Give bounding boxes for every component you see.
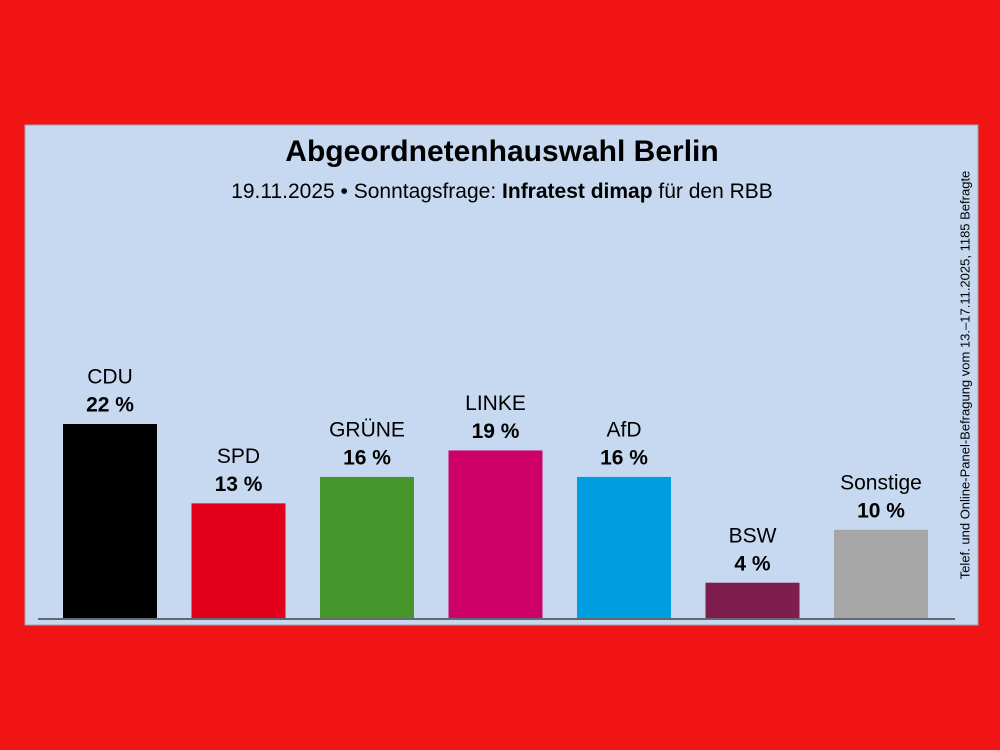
source-note: Telef. und Online-Panel-Befragung vom 13… xyxy=(957,171,972,580)
subtitle-part: für den RBB xyxy=(658,180,772,203)
category-label: SPD xyxy=(217,445,260,468)
value-label: 16 % xyxy=(600,446,648,469)
value-label: 10 % xyxy=(857,499,905,522)
chart-title: Abgeordnetenhauswahl Berlin xyxy=(285,135,718,168)
category-label: Sonstige xyxy=(840,471,922,494)
value-label: 19 % xyxy=(472,420,520,443)
subtitle-part: 19.11.2025 • Sonntagsfrage: xyxy=(231,180,496,203)
bar xyxy=(705,582,800,618)
subtitle-part: Infratest dimap xyxy=(502,180,653,203)
value-label: 16 % xyxy=(343,446,391,469)
bar xyxy=(834,529,928,618)
value-label: 4 % xyxy=(734,552,771,575)
category-label: BSW xyxy=(729,524,777,547)
bar xyxy=(63,424,157,618)
bar xyxy=(448,450,543,618)
category-label: GRÜNE xyxy=(329,418,405,441)
bar xyxy=(320,476,414,618)
category-label: CDU xyxy=(87,366,133,389)
category-label: LINKE xyxy=(465,392,526,415)
bar xyxy=(577,476,671,618)
bar xyxy=(191,503,286,618)
value-label: 13 % xyxy=(215,473,263,496)
value-label: 22 % xyxy=(86,394,134,417)
chart-subtitle: 19.11.2025 • Sonntagsfrage: Infratest di… xyxy=(231,180,773,203)
category-label: AfD xyxy=(606,418,641,441)
